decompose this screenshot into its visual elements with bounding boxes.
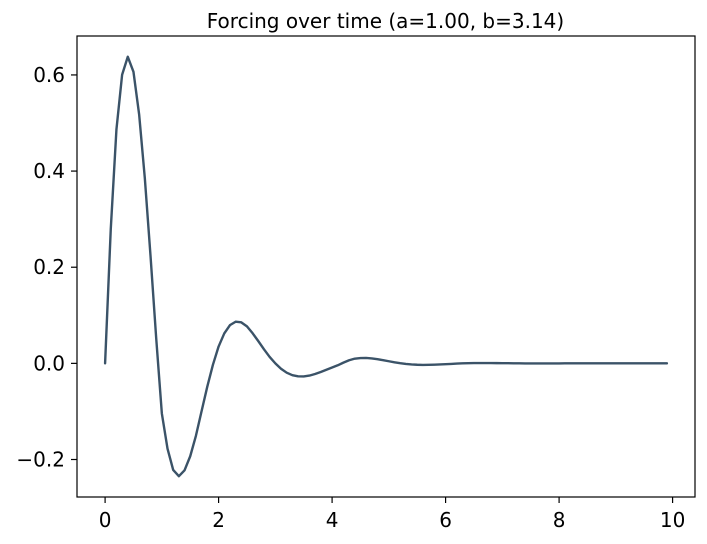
y-axis: −0.2 0.0 0.2 0.4 0.6 [16, 63, 77, 472]
y-tick-label: −0.2 [16, 448, 65, 472]
series-line-0 [103, 55, 669, 478]
y-tick-label: 0.6 [33, 63, 65, 87]
y-tick-label: 0.0 [33, 351, 65, 375]
x-tick-label: 2 [212, 508, 225, 532]
x-axis: 0 2 4 6 8 10 [99, 497, 685, 532]
plot-layer [103, 55, 669, 478]
x-tick-label: 6 [439, 508, 452, 532]
x-tick-label: 10 [660, 508, 685, 532]
y-tick-label: 0.4 [33, 159, 65, 183]
chart-title: Forcing over time (a=1.00, b=3.14) [207, 9, 564, 33]
x-tick-label: 8 [553, 508, 566, 532]
y-tick-label: 0.2 [33, 255, 65, 279]
x-tick-label: 4 [326, 508, 339, 532]
plot-frame [76, 35, 696, 498]
x-tick-label: 0 [99, 508, 112, 532]
